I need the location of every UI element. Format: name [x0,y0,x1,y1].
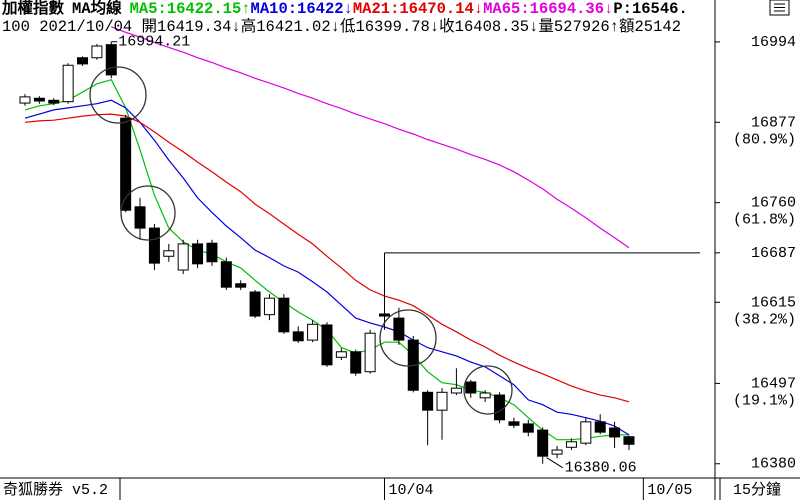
highlight-circle [120,185,176,241]
candle-body [379,313,390,317]
legend-entry: MA65:16694.36↓ [483,0,613,18]
candle-body [393,317,405,341]
candle-body [163,250,175,257]
highlight-circle [379,309,437,367]
y-tick-label: 16760 [751,195,796,212]
legend-entry: MA10:16422↓ [251,0,353,18]
candle-body [33,97,45,102]
fib-label: (19.1%) [733,392,796,409]
period[interactable]: 15分鐘 [733,481,781,499]
header-extra: P:16546. [613,0,687,18]
candle-body [62,64,74,103]
y-tick-label: 16380 [751,456,796,473]
candle-body [249,291,261,317]
candle-body [623,436,635,445]
legend-entry: MA5:16422.15↑ [130,0,251,18]
y-tick-label: 16497 [751,375,796,392]
candle-body [177,243,189,271]
y-tick-label: 16687 [751,245,796,262]
candle-body [321,324,333,366]
candle-body [235,283,247,288]
highlight-circle [89,66,147,124]
plot: 16994 16877 16760 16687 16615 16497 16380 (80.9… [19,26,796,500]
candle-body [91,45,103,59]
candle-body [565,441,577,448]
candle-body [450,387,462,394]
candle-body [148,227,160,264]
candle-body [494,394,506,421]
candle-body [479,392,491,399]
candle-body [364,332,376,373]
candle-body [263,297,275,316]
candle-body [522,423,534,433]
candle-body [350,351,362,374]
candle-body [580,421,592,444]
legend-entry: MA21:16470.14↓ [353,0,483,18]
ma-line [111,26,630,249]
chart-subtitle: MA均線 [72,0,122,18]
header-legend: 加權指數 MA均線 MA5:16422.15↑MA10:16422↓MA21:164… [1,0,688,18]
high-label: 16994.21 [118,34,190,51]
candle-body [335,351,347,358]
chart-title: 加權指數 [1,0,65,18]
highlight-circle [463,365,513,415]
candle-body [594,421,606,433]
candle-body [422,391,434,411]
y-tick-label: 16877 [751,114,796,131]
low-pointer [546,457,563,469]
candle-body [206,242,218,263]
fib-label: (80.9%) [733,131,796,148]
x-tick-label: 10/04 [389,482,434,499]
candle-body [120,117,132,211]
fib-label: (61.8%) [733,212,796,229]
candle-body [192,243,204,265]
candle-body [278,297,290,333]
candle-body [508,421,520,426]
candle-body [609,427,621,438]
y-tick-label: 16615 [751,294,796,311]
candle-body [292,331,304,342]
candle-body [465,381,477,394]
candle-body [134,206,146,229]
candle-body [19,96,31,104]
candle-body [551,449,563,455]
candle-body [77,57,89,65]
fib-label: (38.2%) [733,311,796,328]
low-label: 16380.06 [565,460,637,477]
ma-line [24,99,630,436]
candle-body [48,99,60,104]
candle-body [537,429,549,457]
x-tick-label: 10/05 [647,482,692,499]
app-name: 奇狐勝券 v5.2 [3,481,108,499]
candle-body [436,391,448,411]
candle-body [307,323,319,341]
bar-info: 100 2021/10/04 開16419.34↓高16421.02↓低1639… [2,17,681,36]
y-tick-label: 16994 [751,34,796,51]
candle-body [220,261,232,288]
candle-body [105,44,117,76]
